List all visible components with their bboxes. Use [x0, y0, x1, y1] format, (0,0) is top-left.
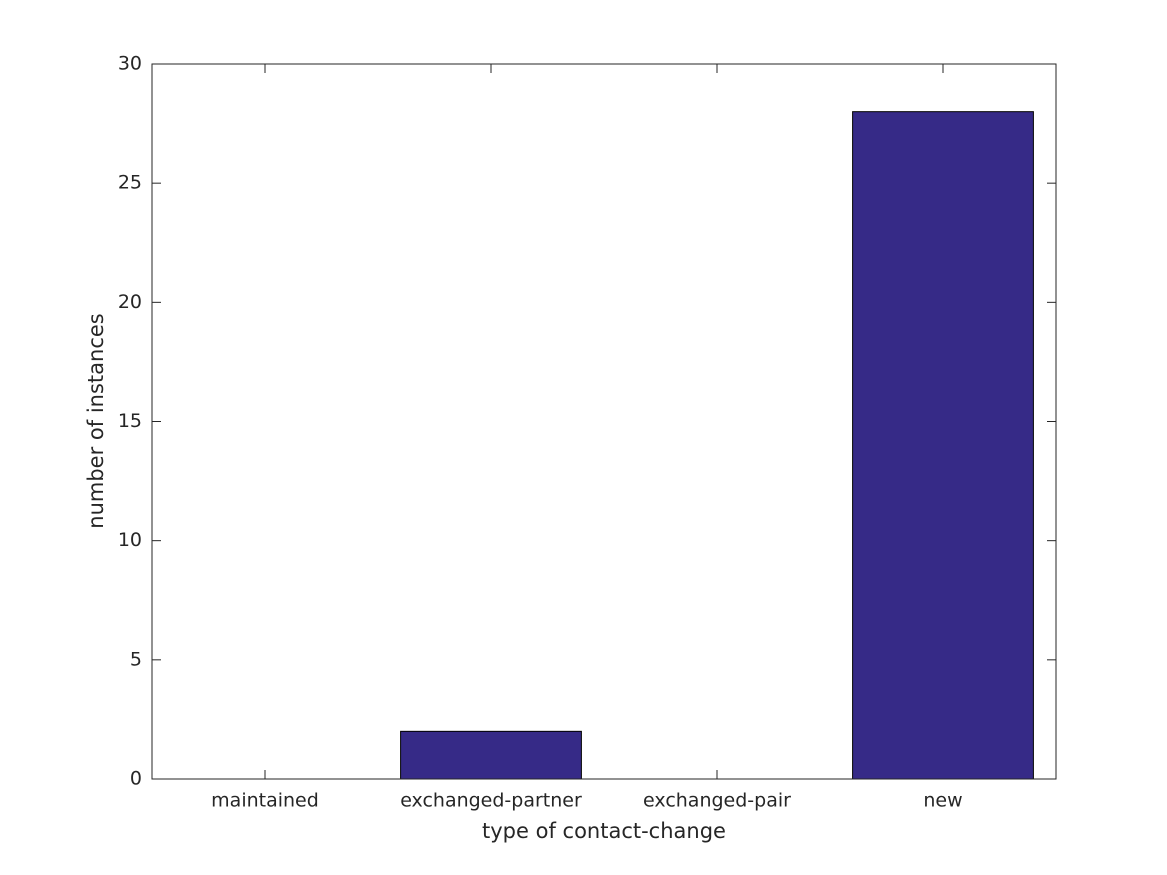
y-tick-label: 15	[118, 410, 142, 432]
x-tick-label: maintained	[211, 790, 319, 812]
x-axis-label: type of contact-change	[482, 819, 726, 843]
axes-box	[151, 63, 1057, 780]
x-tick-label: exchanged-partner	[400, 790, 582, 812]
y-tick-label: 25	[118, 172, 142, 194]
y-tick-label: 30	[118, 53, 142, 75]
bar	[400, 730, 582, 780]
x-tick-label: new	[923, 790, 962, 812]
y-axis-label: number of instances	[84, 313, 108, 528]
y-tick-label: 20	[118, 291, 142, 313]
x-tick-label: exchanged-pair	[643, 790, 791, 812]
y-tick-label: 10	[118, 529, 142, 551]
y-tick-label: 5	[130, 648, 142, 670]
y-tick-label: 0	[130, 768, 142, 790]
bar	[852, 111, 1034, 780]
